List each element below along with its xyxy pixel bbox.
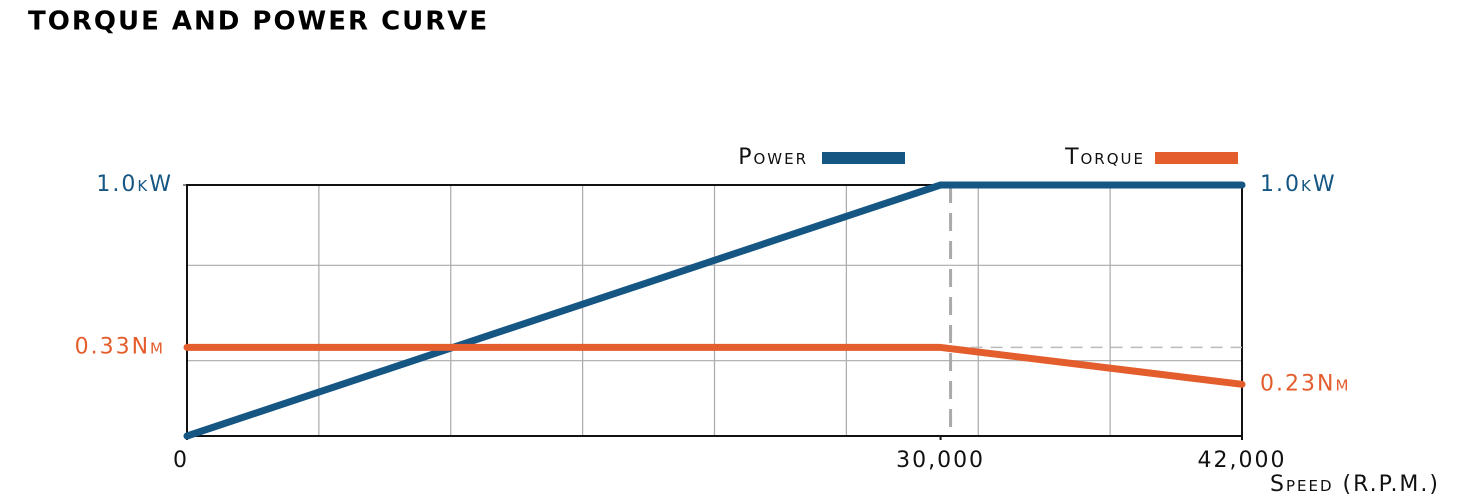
x-tick-label: 0 — [173, 448, 189, 473]
legend-label: Torque — [1064, 145, 1145, 170]
value-label: 0.33Nm — [75, 334, 165, 359]
x-axis-label: Speed (R.P.M.) — [1270, 472, 1440, 497]
x-tick-label: 30,000 — [896, 448, 985, 473]
plot-frame — [186, 184, 1243, 437]
x-tick-label: 42,000 — [1198, 448, 1287, 473]
value-label: 0.23Nm — [1260, 371, 1350, 396]
legend-label: Power — [738, 145, 808, 170]
chart-title: TORQUE AND POWER CURVE — [28, 7, 489, 37]
value-label: 1.0kW — [1260, 172, 1337, 197]
series-line — [183, 343, 1246, 388]
y-tick-label: 1.0kW — [96, 172, 173, 197]
legend-swatch — [1155, 152, 1238, 164]
legend-swatch — [822, 152, 905, 164]
series-line — [183, 181, 1246, 440]
